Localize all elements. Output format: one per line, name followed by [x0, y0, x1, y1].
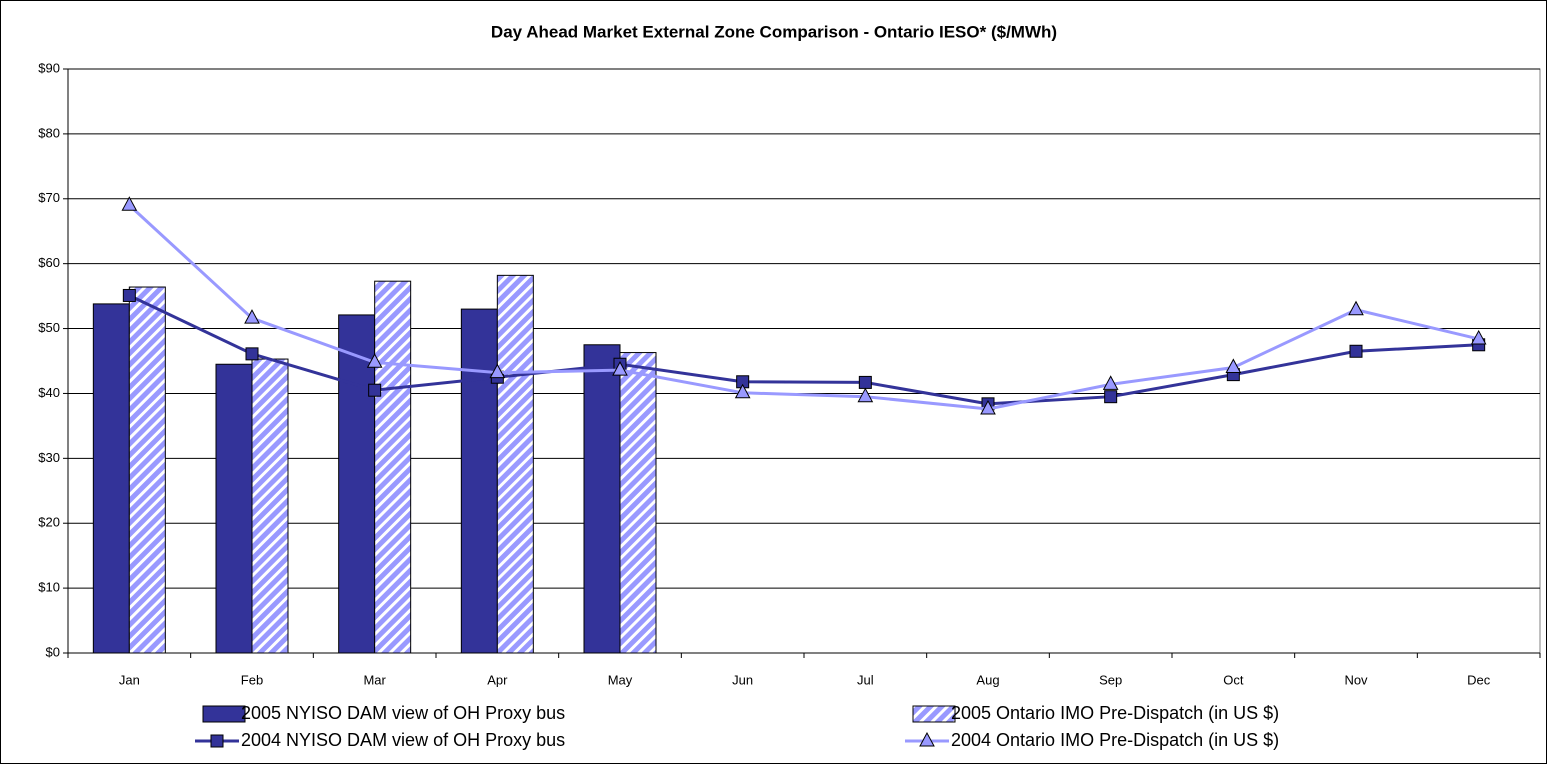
line-marker: [1348, 300, 1364, 316]
bar: [496, 274, 534, 654]
legend-label: 2005 Ontario IMO Pre-Dispatch (in US $): [951, 703, 1279, 723]
line-marker: [1470, 329, 1487, 345]
legend-swatch: [202, 705, 246, 723]
line-marker: [734, 383, 751, 399]
y-tick-label: $70: [38, 190, 60, 205]
bar: [619, 352, 657, 654]
x-tick-label: Feb: [241, 672, 263, 687]
x-tick-label: Jul: [857, 672, 874, 687]
x-tick-label: May: [608, 672, 633, 687]
bar: [215, 363, 253, 654]
line-marker: [858, 375, 872, 389]
x-tick-label: Jan: [119, 672, 140, 687]
line-marker: [857, 387, 874, 403]
line: [128, 204, 1480, 411]
x-tick-label: Oct: [1223, 672, 1244, 687]
line: [128, 294, 1479, 406]
chart-title: Day Ahead Market External Zone Compariso…: [491, 22, 1057, 41]
bar: [460, 308, 498, 654]
x-tick-label: Aug: [976, 672, 999, 687]
x-tick-label: Apr: [487, 672, 508, 687]
bar: [583, 344, 621, 654]
x-tick-label: Jun: [732, 672, 753, 687]
legend-marker: [919, 731, 935, 747]
bar: [251, 358, 289, 654]
bar: [92, 303, 130, 654]
line-marker: [1225, 358, 1242, 373]
line-marker: [245, 347, 259, 361]
legend-label: 2004 NYISO DAM view of OH Proxy bus: [241, 730, 565, 750]
legend-label: 2004 Ontario IMO Pre-Dispatch (in US $): [951, 730, 1279, 750]
line-marker: [612, 361, 628, 376]
bar: [374, 280, 412, 654]
y-tick-label: $30: [38, 450, 60, 465]
line-marker: [1349, 344, 1363, 358]
legend-swatch: [912, 705, 956, 723]
y-tick-label: $0: [46, 644, 60, 659]
line-marker: [121, 196, 138, 211]
bar: [128, 286, 166, 654]
legend-marker: [210, 734, 224, 748]
line-marker: [489, 363, 506, 379]
line-marker: [244, 309, 260, 324]
bar: [338, 314, 376, 654]
line-marker: [980, 399, 996, 415]
y-tick-label: $80: [38, 125, 60, 140]
y-tick-label: $90: [38, 60, 60, 75]
x-tick-label: Sep: [1099, 672, 1122, 687]
y-tick-label: $20: [38, 515, 60, 530]
y-tick-label: $60: [38, 255, 60, 270]
line-marker: [1102, 375, 1119, 390]
legend-label: 2005 NYISO DAM view of OH Proxy bus: [241, 703, 565, 723]
line-marker: [1104, 390, 1118, 404]
y-tick-label: $40: [38, 385, 60, 400]
y-tick-label: $10: [38, 580, 60, 595]
line-marker: [368, 383, 382, 397]
x-tick-label: Nov: [1344, 672, 1368, 687]
line-marker: [366, 353, 383, 368]
y-tick-label: $50: [38, 320, 60, 335]
line-marker: [122, 288, 136, 302]
x-tick-label: Mar: [363, 672, 386, 687]
x-tick-label: Dec: [1467, 672, 1491, 687]
